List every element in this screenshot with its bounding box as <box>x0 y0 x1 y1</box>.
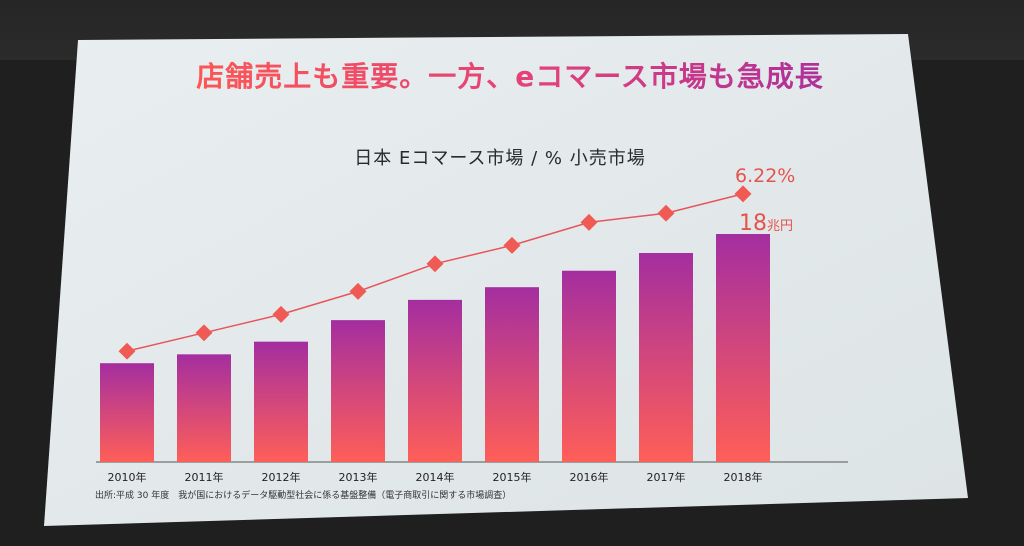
value-annotation-unit: 兆円 <box>767 219 793 234</box>
value-annotation-number: 18 <box>739 211 767 236</box>
x-tick-label: 2011年 <box>185 470 224 484</box>
value-annotation: 18兆円 <box>739 211 793 236</box>
bar-2013年 <box>331 320 385 462</box>
bar-2016年 <box>562 270 616 462</box>
marker-2017年 <box>657 204 675 222</box>
x-tick-label: 2013年 <box>339 470 378 484</box>
bar-2010年 <box>100 363 154 462</box>
bar-2014年 <box>408 299 462 462</box>
source-note: 出所:平成 30 年度 我が国におけるデータ駆動型社会に係る基盤整備（電子商取引… <box>95 491 512 501</box>
bar-2017年 <box>639 253 693 462</box>
marker-2016年 <box>580 213 598 231</box>
slide-title: 店舗売上も重要。一方、eコマース市場も急成長 <box>150 55 870 95</box>
x-tick-label: 2014年 <box>416 470 455 484</box>
x-tick-label: 2017年 <box>647 470 686 484</box>
share-markers <box>118 185 752 360</box>
x-tick-labels: 2010年 2011年 2012年 2013年 2014年 2015年 2016年 2017年… <box>108 470 763 484</box>
x-tick-label: 2015年 <box>493 470 532 484</box>
chart-subtitle: 日本 Eコマース市場 / % 小売市場 <box>354 148 646 169</box>
bar-2011年 <box>177 354 231 462</box>
marker-2011年 <box>195 324 213 342</box>
x-tick-label: 2016年 <box>570 470 609 484</box>
x-tick-label: 2018年 <box>724 470 763 484</box>
marker-2014年 <box>426 255 444 273</box>
marker-2015年 <box>503 236 521 254</box>
marker-2012年 <box>272 305 290 323</box>
pct-annotation: 6.22% <box>735 165 795 187</box>
x-tick-label: 2010年 <box>108 470 147 484</box>
marker-2010年 <box>118 342 136 360</box>
bar-2015年 <box>485 287 539 462</box>
marker-2018年 <box>734 185 752 203</box>
marker-2013年 <box>349 282 367 300</box>
bar-series <box>100 234 770 462</box>
x-tick-label: 2012年 <box>262 470 301 484</box>
bar-2018年 <box>716 234 770 462</box>
bar-2012年 <box>254 341 308 462</box>
